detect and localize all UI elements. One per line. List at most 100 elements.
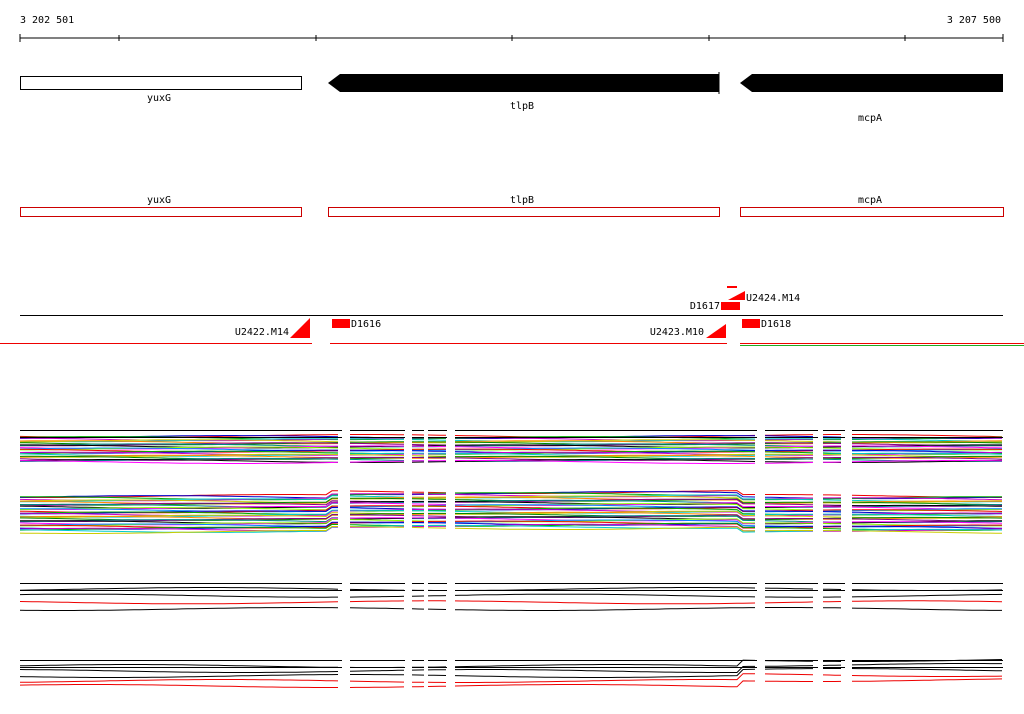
gene-box <box>740 207 1004 217</box>
trace <box>19 664 338 668</box>
trace <box>851 516 1003 519</box>
trace <box>454 522 756 528</box>
feature-label: D1617 <box>690 301 720 312</box>
trace <box>349 607 405 610</box>
feature-marks <box>290 286 760 338</box>
trace <box>20 679 339 683</box>
trace <box>455 515 756 522</box>
trace <box>852 521 1003 524</box>
trace <box>19 587 339 591</box>
trace <box>851 528 1003 531</box>
trace <box>349 595 405 598</box>
expression-traces <box>19 430 1003 688</box>
ruler-end: 3 207 500 <box>947 15 1001 26</box>
gene-box-label: tlpB <box>510 195 534 206</box>
trace <box>349 441 404 443</box>
trace <box>852 445 1003 449</box>
trace <box>20 494 339 501</box>
trace <box>454 518 755 524</box>
trace <box>852 456 1003 460</box>
trace <box>764 530 814 533</box>
trace <box>20 495 339 503</box>
trace <box>765 527 814 529</box>
trace <box>765 462 814 464</box>
trace <box>852 441 1003 444</box>
trace <box>851 460 1002 463</box>
trace <box>764 503 814 506</box>
trace <box>19 601 339 605</box>
trace <box>764 440 814 442</box>
gene-arrow <box>740 74 1003 92</box>
feature-label: D1618 <box>761 319 791 330</box>
trace <box>19 442 339 446</box>
feature-label: D1616 <box>351 319 381 330</box>
trace <box>454 593 756 598</box>
trace <box>19 514 338 522</box>
trace <box>349 686 405 688</box>
trace <box>764 451 814 454</box>
gene-box <box>328 207 720 217</box>
trace <box>852 516 1003 520</box>
trace <box>454 451 756 456</box>
trace <box>19 443 339 447</box>
trace <box>455 439 756 444</box>
feature-label: U2424.M14 <box>746 293 800 304</box>
trace <box>19 453 339 457</box>
trace <box>454 491 756 498</box>
trace <box>19 459 339 463</box>
trace <box>765 446 814 449</box>
trace <box>454 506 755 512</box>
trace <box>349 513 404 515</box>
trace <box>349 502 405 505</box>
trace <box>764 515 814 518</box>
trace <box>852 513 1003 517</box>
trace <box>20 460 339 464</box>
trace <box>852 497 1003 501</box>
gene-arrow <box>328 74 719 92</box>
gene-box-label: yuxG <box>147 195 171 206</box>
trace <box>764 520 814 523</box>
gene-box-label: mcpA <box>858 195 882 206</box>
trace <box>851 663 1002 666</box>
trace <box>454 680 755 688</box>
trace <box>349 507 405 510</box>
trace <box>19 523 339 531</box>
trace <box>20 446 339 451</box>
trace <box>852 434 1003 438</box>
trace <box>19 455 338 460</box>
trace <box>454 659 756 668</box>
trace <box>349 669 405 672</box>
trace <box>852 678 1003 682</box>
trace <box>349 490 405 493</box>
ruler <box>19 34 1004 42</box>
trace <box>19 438 338 443</box>
feature-label: U2422.M14 <box>235 327 289 338</box>
trace <box>454 668 756 678</box>
trace <box>350 497 405 500</box>
trace <box>852 501 1003 506</box>
gene-label: yuxG <box>147 93 171 104</box>
trace <box>454 511 756 520</box>
trace <box>19 607 339 611</box>
trace <box>851 500 1003 503</box>
trace <box>19 518 339 525</box>
trace <box>350 438 405 440</box>
trace <box>19 669 339 673</box>
trace <box>19 500 339 507</box>
trace <box>19 593 338 598</box>
trace <box>852 504 1003 507</box>
trace <box>764 665 814 667</box>
trace <box>764 510 814 512</box>
trace <box>764 498 814 501</box>
trace <box>455 524 756 533</box>
trace <box>764 434 814 436</box>
trace <box>455 665 755 673</box>
trace <box>851 607 1002 611</box>
trace <box>764 438 814 441</box>
trace <box>454 526 756 532</box>
trace <box>19 450 339 455</box>
trace <box>455 448 755 453</box>
trace <box>349 517 405 520</box>
trace <box>764 673 814 676</box>
